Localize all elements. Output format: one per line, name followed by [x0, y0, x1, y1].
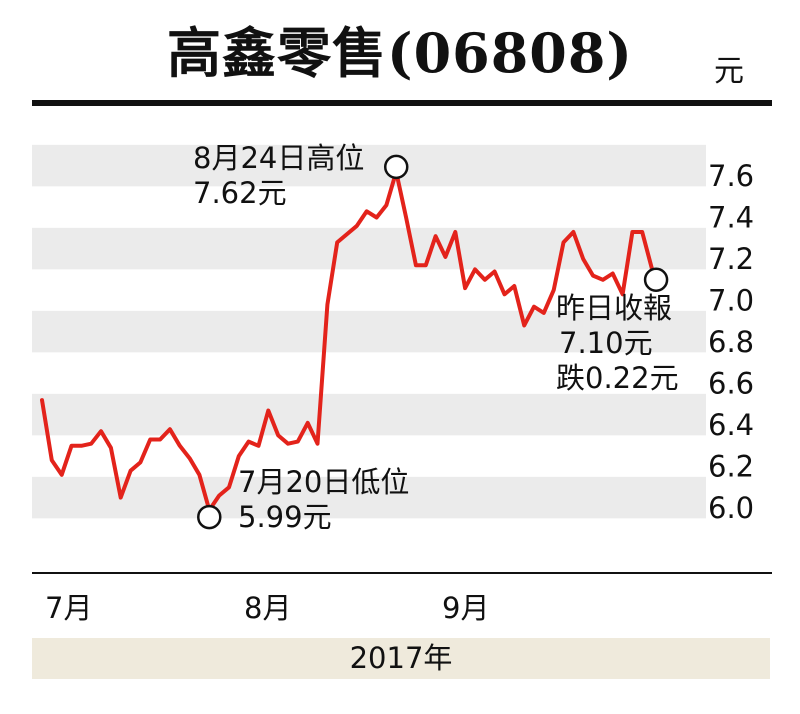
- month-label-jul: 7月: [45, 591, 93, 625]
- annotation-high: 8月24日高位 7.62元: [193, 141, 364, 211]
- annotation-high-date: 8月24日高位: [193, 141, 365, 175]
- grid-band: [32, 310, 706, 353]
- grid-band: [32, 393, 706, 436]
- grid-band: [32, 144, 706, 187]
- annotation-low-value: 5.99元: [238, 500, 332, 534]
- title-rule: [32, 100, 772, 106]
- chart-title: 高鑫零售(06808): [167, 21, 633, 85]
- annotation-close-change: 跌0.22元: [556, 361, 679, 395]
- y-tick-label: 7.6: [708, 159, 754, 193]
- unit-label: 元: [714, 54, 744, 89]
- y-tick-label: 6.8: [708, 325, 754, 359]
- annotation-low: 7月20日低位 5.99元: [238, 465, 409, 535]
- y-tick-label: 7.0: [708, 284, 754, 318]
- annotation-low-date: 7月20日低位: [238, 465, 410, 499]
- annotation-marker: [383, 154, 409, 180]
- month-label-aug: 8月: [244, 591, 292, 625]
- y-tick-labels: 6.0 6.2 6.4 6.6 6.8 7.0 7.2 7.4 7.6: [708, 159, 754, 525]
- grid-bands: [32, 144, 706, 519]
- y-tick-label: 6.6: [708, 367, 754, 401]
- y-tick-label: 6.2: [708, 450, 754, 484]
- y-tick-label: 6.4: [708, 408, 754, 442]
- grid-band: [32, 227, 706, 270]
- year-bar: 2017年: [32, 638, 770, 679]
- grid-band: [32, 476, 706, 519]
- annotation-markers: [197, 154, 669, 530]
- annotation-close-label: 昨日收報: [556, 291, 673, 325]
- annotation-close: 昨日收報 7.10元 跌0.22元: [556, 291, 679, 396]
- annotation-high-value: 7.62元: [193, 176, 287, 210]
- y-tick-label: 7.2: [708, 242, 754, 276]
- month-label-sep: 9月: [442, 591, 490, 625]
- annotation-marker: [643, 267, 669, 292]
- price-line: [40, 169, 655, 513]
- year-label: 2017年: [349, 641, 453, 675]
- annotation-marker: [197, 504, 222, 530]
- y-tick-label: 6.0: [708, 491, 754, 525]
- y-tick-label: 7.4: [708, 201, 754, 235]
- annotation-close-value: 7.10元: [559, 326, 653, 360]
